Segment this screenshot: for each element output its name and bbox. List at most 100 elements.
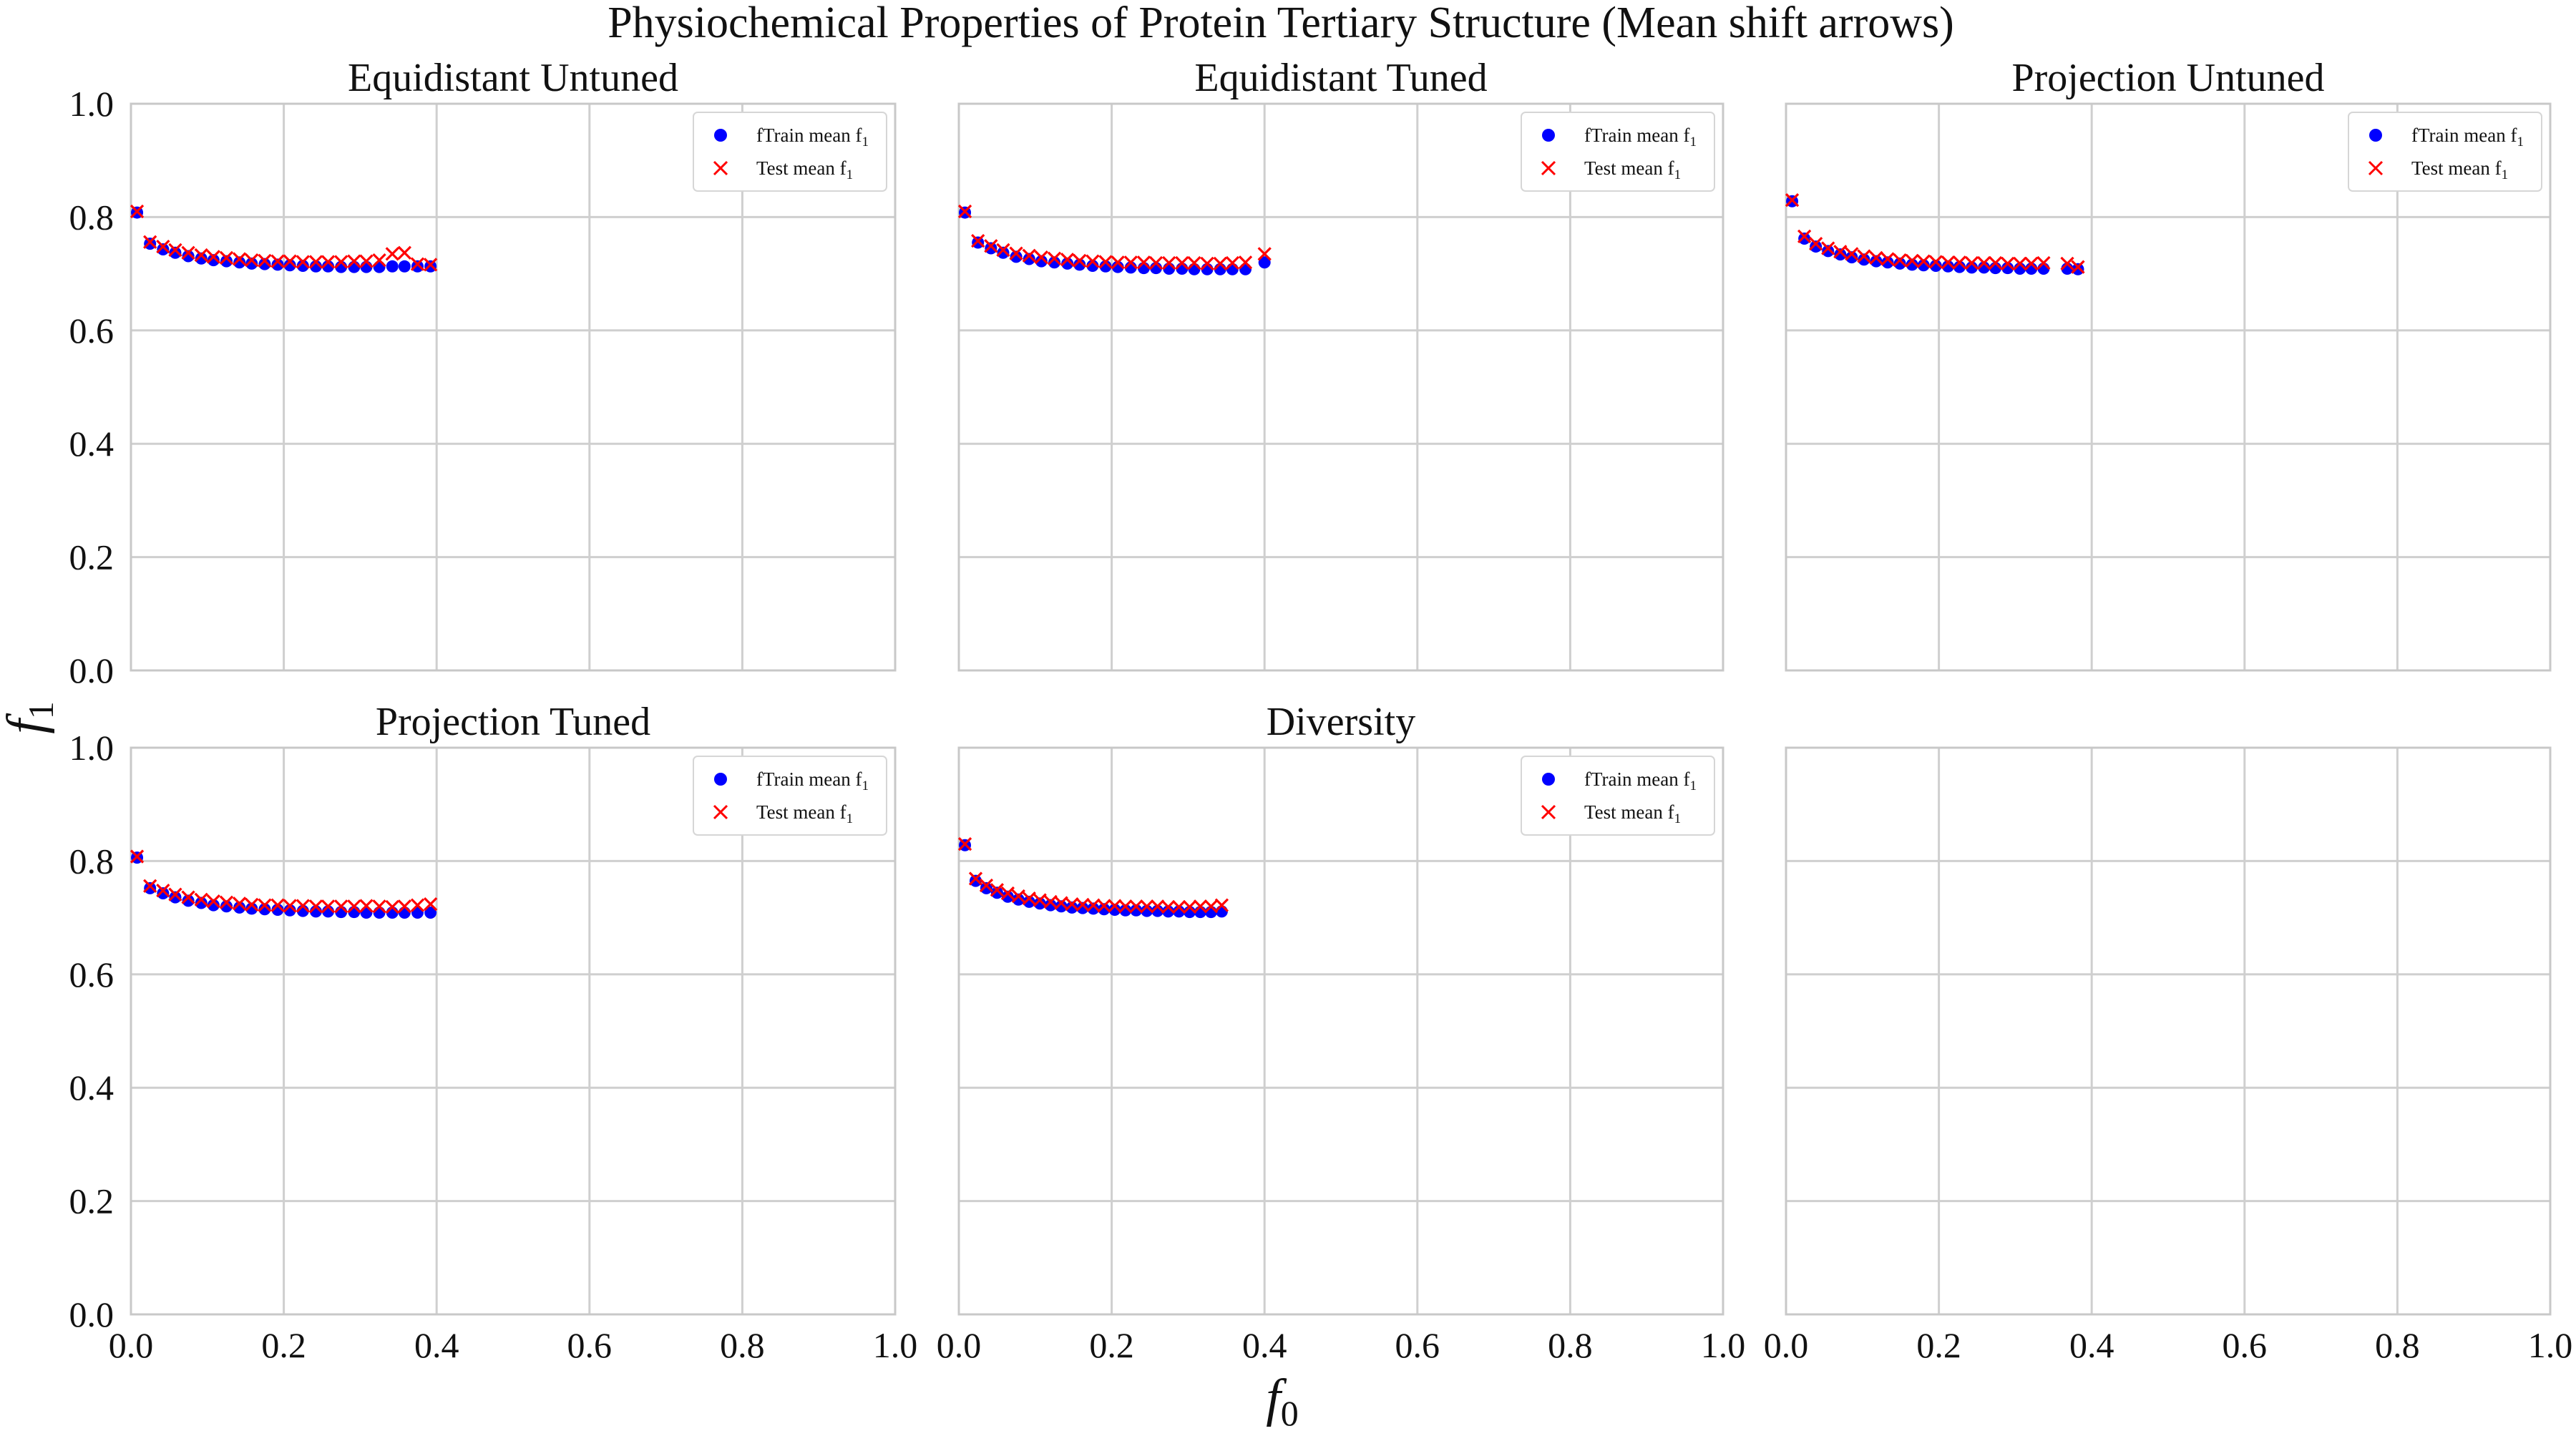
train-point [182,894,195,907]
y-tick-label: 0.0 [69,1294,114,1334]
test-point [984,239,998,253]
test-point [194,248,208,263]
train-point [1065,901,1078,914]
test-point [1118,899,1133,914]
test-point [334,255,348,269]
test-point [245,897,259,912]
subplot-title: Equidistant Untuned [348,56,678,100]
test-point [1182,899,1197,914]
subplot-title: Diversity [1267,700,1415,744]
legend-marker-x [1541,160,1556,176]
train-point [1941,260,1954,273]
test-point [2024,256,2039,270]
train-point [233,256,246,269]
y-axis-label-subscript: 1 [21,701,61,719]
train-point [1055,900,1068,913]
train-point [373,260,386,273]
train-point [985,242,997,255]
subplot-6: 0.0 0.2 0.4 0.6 0.8 1.0 [1764,746,2572,1365]
train-point [1033,897,1046,910]
plot-frame [130,102,897,672]
legend-marker-circle [714,129,727,142]
x-tick-label: 0.0 [1764,1325,1809,1365]
legend-label: fTrain mean f1 [756,768,869,793]
plot-frame [957,746,1724,1316]
test-point [156,883,170,898]
test-point [1009,246,1023,260]
test-point [1033,893,1047,907]
x-tick-label: 0.0 [109,1325,154,1365]
train-point [157,887,170,900]
y-tick-label: 0.0 [69,650,114,690]
subplot-5: Diversity 0.0 0.2 0.4 0.6 0.8 1.0 fTrain mean f… [937,700,1746,1365]
test-series [957,204,1272,270]
test-point [1809,236,1823,251]
x-tick-label: 0.4 [414,1325,459,1365]
x-tick-label: 0.0 [937,1325,982,1365]
legend-frame [1521,756,1715,836]
train-point [195,252,208,265]
test-point [1047,251,1062,265]
test-point [397,899,411,914]
test-point [1880,252,1895,266]
train-point [1258,256,1271,269]
test-point [321,899,336,914]
train-point [271,258,284,271]
test-point [219,250,234,265]
x-tick-label: 1.0 [1701,1325,1746,1365]
x-tick-label: 0.2 [261,1325,306,1365]
train-series [131,206,437,273]
train-point [1881,256,1894,269]
train-point [398,260,411,273]
train-point [169,891,182,904]
test-point [1073,253,1087,268]
train-point [398,906,411,919]
x-tick-label: 0.4 [2069,1325,2114,1365]
train-point [373,906,386,919]
train-point [1226,263,1239,275]
test-point [1213,256,1227,270]
test-point [1108,899,1122,913]
test-point [1022,892,1036,906]
y-tick-label: 0.2 [69,537,114,577]
legend-label: fTrain mean f1 [1584,124,1697,150]
test-series [957,837,1229,914]
subplot-2: Equidistant Tuned fTrain mean f1 Test mean… [957,56,1724,672]
y-tick-label: 0.6 [69,311,114,351]
test-point [385,247,399,261]
legend: fTrain mean f1 Test mean f1 [693,756,887,836]
test-point [1845,247,1859,261]
train-point [2072,263,2084,275]
x-tick-label: 0.8 [2375,1325,2420,1365]
test-point [968,871,983,886]
y-tick-label: 0.4 [69,1068,114,1108]
test-point [308,255,323,269]
test-point [194,892,208,907]
test-point [410,898,425,912]
test-point [270,898,285,912]
test-point [283,254,297,268]
plot-frame [957,102,1724,672]
train-point [411,260,424,273]
test-point [168,887,182,902]
test-point [2036,255,2051,270]
test-point [233,252,247,266]
y-tick-label: 0.2 [69,1181,114,1221]
test-point [1175,255,1189,270]
test-point [181,245,195,260]
train-point [1239,263,1252,275]
test-point [1123,255,1138,270]
legend-marker-circle [1542,773,1555,786]
test-point [1833,245,1848,259]
plot-frame [1785,746,2552,1316]
train-point [1906,258,1918,271]
test-point [372,253,386,268]
x-tick-label: 0.6 [1395,1325,1440,1365]
test-point [1200,256,1214,270]
legend-label: fTrain mean f1 [756,124,869,150]
test-point [385,899,399,914]
test-point [359,899,374,913]
y-axis-label-group: f1 [0,701,61,734]
train-point [1130,904,1143,917]
